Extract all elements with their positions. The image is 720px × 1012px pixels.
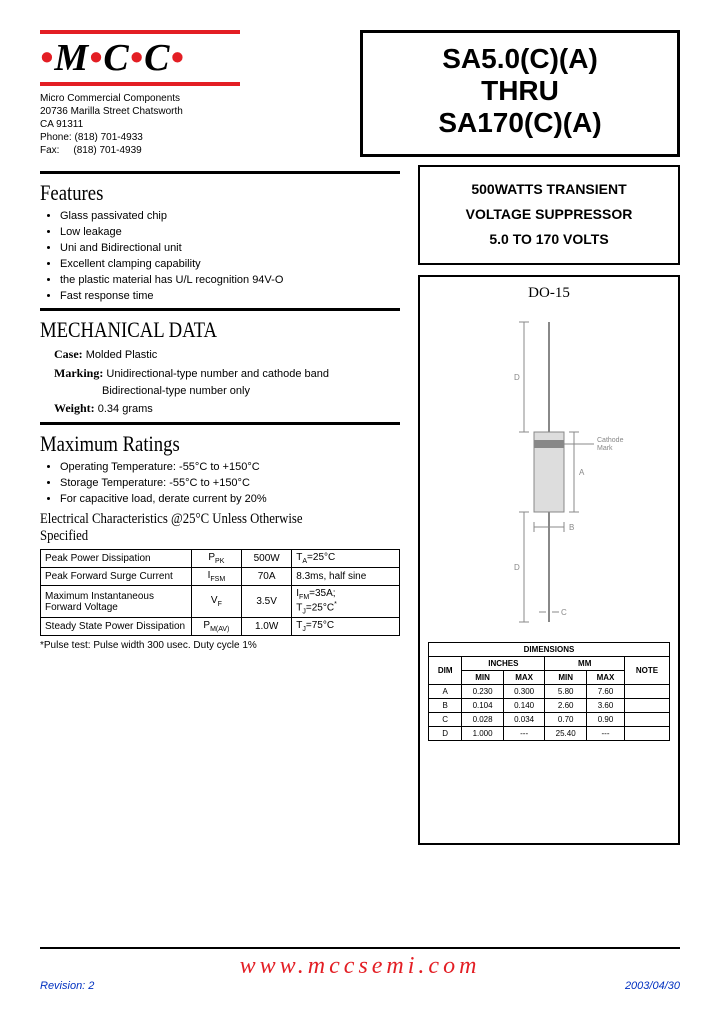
rule [40, 171, 400, 174]
elec-table: Peak Power Dissipation PPK 500W TA=25°C … [40, 549, 400, 636]
features-list: Glass passivated chip Low leakage Uni an… [40, 210, 400, 302]
mech-weight: Weight: 0.34 grams [54, 401, 400, 416]
desc-line: 5.0 TO 170 VOLTS [424, 227, 674, 252]
rating-item: For capacitive load, derate current by 2… [60, 493, 400, 505]
features-title: Features [40, 180, 346, 206]
svg-text:Cathode: Cathode [597, 437, 624, 444]
right-column: 500WATTS TRANSIENT VOLTAGE SUPPRESSOR 5.… [418, 165, 680, 845]
company-name: Micro Commercial Components [40, 92, 340, 105]
elec-val: 70A [242, 568, 292, 586]
table-row: Steady State Power Dissipation PM(AV) 1.… [41, 618, 400, 636]
elec-param: Peak Forward Surge Current [41, 568, 192, 586]
feature-item: Glass passivated chip [60, 210, 400, 222]
footer: www.mccsemi.com Revision: 2 2003/04/30 [40, 947, 680, 992]
package-box: DO-15 D D [418, 275, 680, 845]
table-row: Maximum Instantaneous Forward Voltage VF… [41, 586, 400, 618]
mech-data: Case: Molded Plastic Marking: Unidirecti… [40, 347, 400, 416]
part-line3: SA170(C)(A) [369, 107, 671, 139]
package-diagram-icon: D D A B C Cathod [459, 312, 639, 632]
feature-item: Uni and Bidirectional unit [60, 242, 400, 254]
ratings-title: Maximum Ratings [40, 431, 346, 457]
table-row: C0.0280.0340.700.90 [429, 712, 670, 726]
dim-hdr: NOTE [625, 656, 670, 684]
svg-text:B: B [569, 523, 574, 532]
feature-item: Low leakage [60, 226, 400, 238]
footer-url: www.mccsemi.com [40, 953, 680, 980]
mech-case: Case: Molded Plastic [54, 347, 400, 362]
table-row: Peak Power Dissipation PPK 500W TA=25°C [41, 550, 400, 568]
svg-text:D: D [514, 373, 520, 382]
logo-c1: C [103, 37, 129, 79]
table-row: DIMENSIONS [429, 642, 670, 656]
rating-item: Storage Temperature: -55°C to +150°C [60, 477, 400, 489]
part-line1: SA5.0(C)(A) [369, 43, 671, 75]
logo-bar-bot [40, 82, 240, 86]
company-fax: Fax: (818) 701-4939 [40, 144, 340, 157]
dimensions-table: DIMENSIONS DIM INCHES MM NOTE MIN MAX MI… [428, 642, 670, 741]
desc-line: VOLTAGE SUPPRESSOR [424, 202, 674, 227]
left-column: Features Glass passivated chip Low leaka… [40, 165, 400, 845]
dim-hdr: MM [545, 656, 625, 670]
feature-item: Excellent clamping capability [60, 258, 400, 270]
dim-hdr: MIN [462, 670, 504, 684]
elec-title: Electrical Characteristics @25°C Unless … [40, 511, 346, 545]
description-box: 500WATTS TRANSIENT VOLTAGE SUPPRESSOR 5.… [418, 165, 680, 265]
logo-dot: • [89, 37, 103, 79]
company-info: Micro Commercial Components 20736 Marill… [40, 92, 340, 157]
mech-marking1: Marking: Unidirectional-type number and … [54, 366, 400, 381]
svg-text:C: C [561, 608, 567, 617]
part-number-box: SA5.0(C)(A) THRU SA170(C)(A) [360, 30, 680, 157]
logo-text: •M•C•C• [40, 34, 340, 82]
logo-dot: • [170, 37, 184, 79]
company-addr2: CA 91311 [40, 118, 340, 131]
table-row: B0.1040.1402.603.60 [429, 698, 670, 712]
elec-val: 1.0W [242, 618, 292, 636]
logo-c2: C [144, 37, 170, 79]
logo-m: M [54, 37, 89, 79]
dims-title: DIMENSIONS [429, 642, 670, 656]
rule [40, 422, 400, 425]
dim-hdr: DIM [429, 656, 462, 684]
rule [40, 308, 400, 311]
svg-text:D: D [514, 563, 520, 572]
table-row: DIM INCHES MM NOTE [429, 656, 670, 670]
svg-text:A: A [579, 468, 585, 477]
dim-hdr: MAX [586, 670, 624, 684]
table-row: D1.000---25.40--- [429, 726, 670, 740]
footer-meta: Revision: 2 2003/04/30 [40, 980, 680, 992]
elec-param: Peak Power Dissipation [41, 550, 192, 568]
elec-note: *Pulse test: Pulse width 300 usec. Duty … [40, 640, 400, 651]
elec-val: 3.5V [242, 586, 292, 618]
package-title: DO-15 [428, 285, 670, 302]
rating-item: Operating Temperature: -55°C to +150°C [60, 461, 400, 473]
dim-hdr: INCHES [462, 656, 545, 670]
part-line2: THRU [369, 75, 671, 107]
footer-date: 2003/04/30 [625, 980, 680, 992]
table-row: A0.2300.3005.807.60 [429, 684, 670, 698]
company-addr1: 20736 Marilla Street Chatsworth [40, 105, 340, 118]
header: •M•C•C• Micro Commercial Components 2073… [40, 30, 680, 157]
dim-hdr: MAX [503, 670, 545, 684]
logo-dot: • [130, 37, 144, 79]
footer-rule [40, 947, 680, 949]
feature-item: Fast response time [60, 290, 400, 302]
mech-title: MECHANICAL DATA [40, 317, 346, 343]
elec-cond: 8.3ms, half sine [292, 568, 400, 586]
table-row: Peak Forward Surge Current IFSM 70A 8.3m… [41, 568, 400, 586]
dim-hdr: MIN [545, 670, 587, 684]
desc-line: 500WATTS TRANSIENT [424, 177, 674, 202]
mech-marking2: Bidirectional-type number only [102, 385, 400, 397]
feature-item: the plastic material has U/L recognition… [60, 274, 400, 286]
footer-revision: Revision: 2 [40, 980, 94, 992]
svg-text:Mark: Mark [597, 445, 613, 452]
logo-column: •M•C•C• Micro Commercial Components 2073… [40, 30, 340, 157]
elec-param: Maximum Instantaneous Forward Voltage [41, 586, 192, 618]
logo-dot: • [40, 37, 54, 79]
ratings-list: Operating Temperature: -55°C to +150°C S… [40, 461, 400, 505]
elec-val: 500W [242, 550, 292, 568]
company-phone: Phone: (818) 701-4933 [40, 131, 340, 144]
elec-param: Steady State Power Dissipation [41, 618, 192, 636]
